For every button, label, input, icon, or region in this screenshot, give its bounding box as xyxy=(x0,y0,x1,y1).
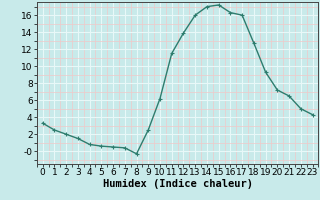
X-axis label: Humidex (Indice chaleur): Humidex (Indice chaleur) xyxy=(103,179,252,189)
